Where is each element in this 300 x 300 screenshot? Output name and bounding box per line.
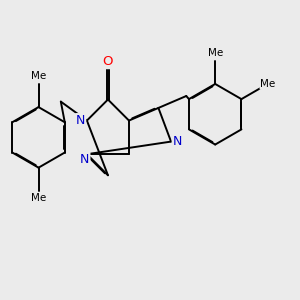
Text: Me: Me [31, 71, 46, 81]
Text: O: O [103, 55, 113, 68]
Text: N: N [173, 135, 182, 148]
Text: Me: Me [31, 194, 46, 203]
Text: N: N [76, 114, 85, 127]
Text: Me: Me [260, 79, 276, 89]
Text: Me: Me [208, 48, 223, 58]
Text: N: N [80, 153, 89, 166]
